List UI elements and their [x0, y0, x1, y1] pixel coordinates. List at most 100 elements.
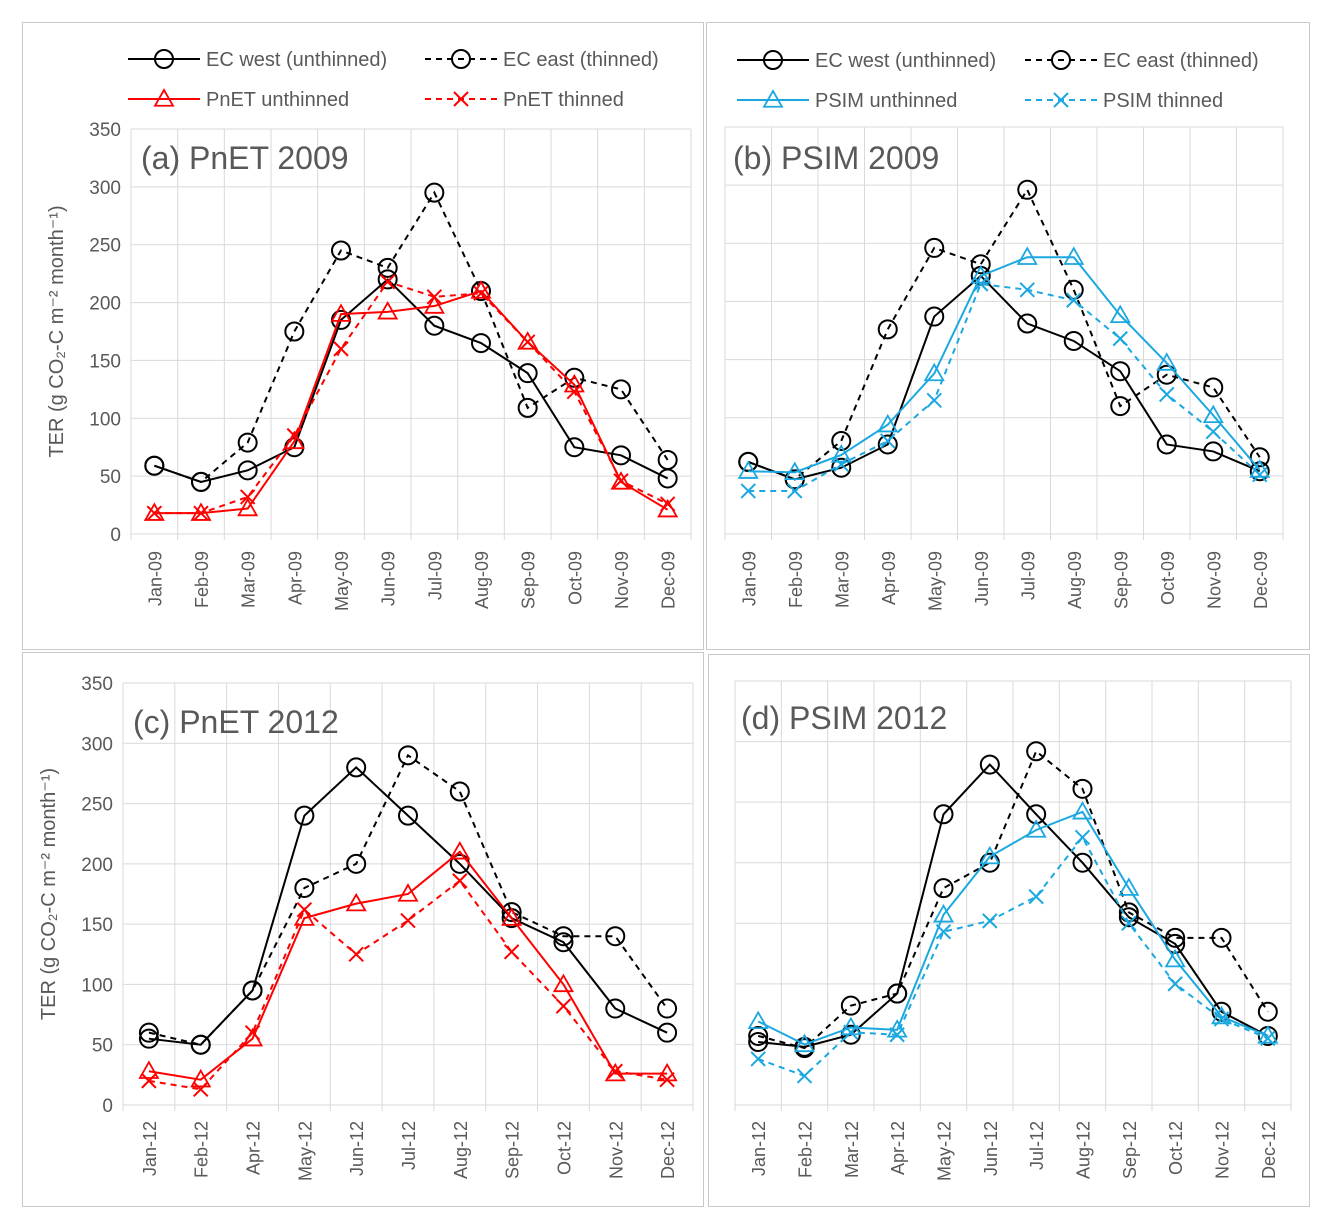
model_un-point — [979, 845, 1001, 865]
model_th-point — [555, 998, 572, 1014]
model_th-point — [333, 341, 349, 357]
x-tick-label: Dec-09 — [659, 551, 679, 609]
y-tick-label: 350 — [89, 120, 121, 141]
model_th-point — [473, 285, 489, 302]
y-tick-label: 50 — [92, 1036, 113, 1057]
model_th-point — [1112, 330, 1128, 347]
legend-ec_east-marker — [451, 49, 471, 69]
ec_east-point — [449, 781, 470, 802]
model_un-point — [345, 892, 367, 912]
ec_east-point — [611, 379, 631, 400]
ec_west-point — [1110, 361, 1131, 382]
model_th-point — [141, 1073, 157, 1089]
model_th-point — [503, 944, 520, 960]
model_th-point — [1074, 829, 1091, 845]
model_th-point — [613, 473, 629, 489]
model_un-point — [190, 502, 212, 521]
x-tick-label: Dec-12 — [1259, 1121, 1279, 1179]
ec_east-line — [154, 190, 669, 484]
y-tick-label: 0 — [110, 525, 121, 546]
ec_west-point — [979, 754, 1000, 775]
ec_west-point — [831, 457, 852, 478]
ec_west-line — [758, 763, 1269, 1048]
model_th-line — [154, 280, 669, 515]
ec_east-point — [398, 745, 418, 766]
ec_east-line — [757, 749, 1269, 1050]
model_th-point — [400, 912, 416, 929]
series-model_un — [138, 840, 678, 1088]
model_th-point — [843, 1024, 859, 1041]
x-tick-label: Apr-12 — [888, 1121, 908, 1175]
x-tick-label: Mar-12 — [842, 1121, 862, 1178]
x-tick-label: Feb-12 — [192, 1121, 212, 1178]
ec_east-point — [138, 1022, 159, 1043]
model_th-line — [148, 879, 668, 1091]
legend-model_th-label: PnET thinned — [503, 89, 624, 111]
ec_east-point — [1203, 377, 1224, 398]
ec_west-point — [346, 757, 367, 778]
ec_east-point — [887, 983, 908, 1004]
ec_west-point — [1165, 933, 1186, 954]
chart-title: (d) PSIM 2012 — [741, 700, 947, 736]
ec_west-point — [564, 437, 585, 458]
x-tick-label: Mar-09 — [832, 551, 852, 608]
y-tick-label: 300 — [89, 178, 121, 199]
model_un-point — [610, 471, 632, 490]
gridlines — [724, 126, 1284, 540]
model_th-point — [146, 505, 163, 521]
model_th-point — [296, 901, 313, 918]
model_un-point — [1202, 404, 1224, 424]
y-tick-label: 0 — [102, 1096, 113, 1117]
series-model_un — [143, 280, 679, 521]
legend-model_un-label: PnET unthinned — [206, 89, 349, 111]
model_un-point — [330, 303, 352, 322]
model_un-point — [886, 1019, 908, 1038]
model_un-point — [237, 497, 259, 517]
model_un-point — [1025, 819, 1047, 838]
model_th-point — [973, 276, 989, 292]
model_un-point — [877, 413, 899, 433]
model_un-line — [154, 289, 669, 515]
series-ec_east — [138, 745, 678, 1055]
legend-model_th-label: PSIM thinned — [1103, 90, 1223, 112]
x-tick-label: May-09 — [332, 551, 352, 611]
model_th-point — [659, 496, 676, 512]
x-tick-label: Jan-09 — [739, 551, 759, 606]
ec_east-point — [1249, 447, 1270, 468]
x-tick-label: Nov-12 — [1213, 1121, 1233, 1179]
y-tick-label: 250 — [81, 795, 113, 816]
legend-ec_east-label: EC east (thinned) — [1103, 50, 1259, 72]
model_th-point — [286, 427, 303, 444]
x-tick-label: Oct-12 — [554, 1121, 574, 1175]
y-tick-label: 200 — [81, 855, 113, 876]
series-model_th — [146, 274, 676, 521]
ec_east-point — [424, 182, 445, 203]
model_un-point — [1016, 246, 1038, 265]
panel-d: Jan-12 Feb-12 Mar-12 Apr-12 May-12 Jun-12 Jul-… — [708, 654, 1310, 1207]
model_th-point — [452, 873, 468, 889]
ec_west-point — [933, 804, 954, 825]
y-tick-label: 150 — [89, 351, 121, 372]
model_th-point — [982, 913, 998, 929]
model_un-point — [501, 907, 523, 926]
ec_east-point — [738, 451, 759, 472]
ec_east-point — [294, 877, 315, 898]
model_th-point — [796, 1068, 813, 1084]
legend-ec_west-marker — [763, 50, 783, 70]
x-tick-label: Jul-09 — [1018, 551, 1038, 600]
ec_west-point — [377, 269, 398, 290]
x-tick-label: Sep-09 — [519, 551, 539, 609]
gridlines — [122, 682, 694, 1111]
ec_west-point — [1203, 441, 1224, 462]
ec_east-point — [924, 237, 945, 258]
ec_west-point — [237, 460, 258, 481]
model_th-point — [348, 946, 364, 962]
ec_east-point — [242, 980, 263, 1001]
ec_east-point — [1110, 396, 1131, 417]
series-ec_east — [738, 179, 1270, 490]
model_th-point — [926, 392, 942, 408]
model_th-point — [1260, 1030, 1276, 1047]
y-tick-label: 350 — [81, 674, 113, 695]
model_th-point — [607, 1063, 623, 1079]
model_un-point — [293, 907, 315, 926]
